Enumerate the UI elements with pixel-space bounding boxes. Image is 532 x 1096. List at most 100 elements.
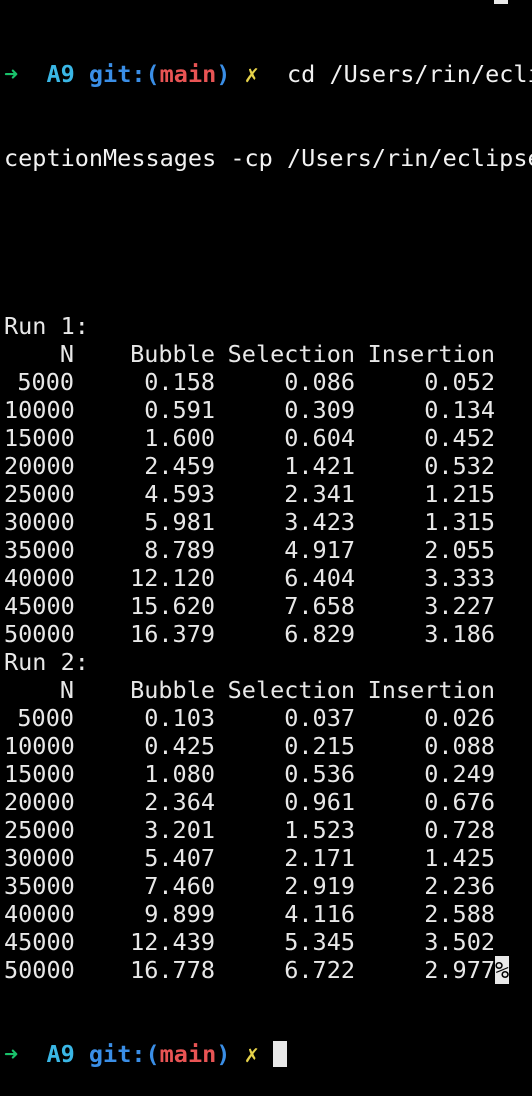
prompt-arrow-icon: ➜ bbox=[4, 60, 19, 88]
git-suffix: ) bbox=[216, 60, 231, 88]
table-row: 45000 15.620 7.658 3.227 bbox=[4, 592, 532, 620]
git-prefix: git:( bbox=[88, 60, 160, 88]
table-cell: 0.604 bbox=[284, 424, 355, 452]
prompt-line-2: ➜ A9 git:(main) ✗ bbox=[4, 1040, 532, 1068]
table-cell: 16.379 bbox=[130, 620, 215, 648]
command-text: cd /Users/rin/ecli bbox=[287, 60, 532, 88]
column-header: N bbox=[59, 676, 74, 704]
table-row: 30000 5.981 3.423 1.315 bbox=[4, 508, 532, 536]
table-cell: 1.600 bbox=[144, 424, 215, 452]
end-of-line-marker: % bbox=[495, 956, 510, 984]
terminal-output[interactable]: ➜ A9 git:(main) ✗ cd /Users/rin/ecli cep… bbox=[4, 4, 532, 1096]
table-row: 15000 1.080 0.536 0.249 bbox=[4, 760, 532, 788]
git-prefix: git:( bbox=[88, 1040, 160, 1068]
column-header: Selection bbox=[227, 340, 355, 368]
table-cell: 10000 bbox=[4, 732, 75, 760]
prompt-line-1: ➜ A9 git:(main) ✗ cd /Users/rin/ecli bbox=[4, 60, 532, 88]
table-cell: 7.658 bbox=[284, 592, 355, 620]
column-header: Bubble bbox=[130, 340, 215, 368]
table-row: 40000 12.120 6.404 3.333 bbox=[4, 564, 532, 592]
git-branch: main bbox=[159, 1040, 217, 1068]
table-cell: 1.215 bbox=[424, 480, 495, 508]
table-cell: 2.341 bbox=[284, 480, 355, 508]
table-row: 5000 0.103 0.037 0.026 bbox=[4, 704, 532, 732]
table-row: 25000 4.593 2.341 1.215 bbox=[4, 480, 532, 508]
table-cell: 2.919 bbox=[284, 872, 355, 900]
table-cell: 0.676 bbox=[424, 788, 495, 816]
table-cell: 40000 bbox=[4, 900, 75, 928]
table-cell: 4.593 bbox=[144, 480, 215, 508]
table-cell: 50000 bbox=[4, 620, 75, 648]
table-cell: 9.899 bbox=[144, 900, 215, 928]
table-cell: 30000 bbox=[4, 508, 75, 536]
table-cell: 1.421 bbox=[284, 452, 355, 480]
benchmark-output: Run 1: N Bubble Selection Insertion 5000 0.158… bbox=[4, 312, 532, 984]
table-cell: 35000 bbox=[4, 536, 75, 564]
table-cell: 0.536 bbox=[284, 760, 355, 788]
table-cell: 20000 bbox=[4, 452, 75, 480]
table-cell: 2.055 bbox=[424, 536, 495, 564]
text-cursor[interactable] bbox=[272, 1041, 287, 1067]
table-cell: 6.722 bbox=[284, 956, 355, 984]
git-dirty-icon: ✗ bbox=[244, 1040, 259, 1068]
column-header: Insertion bbox=[367, 340, 495, 368]
table-cell: 15.620 bbox=[130, 592, 215, 620]
table-cell: 3.201 bbox=[144, 816, 215, 844]
table-header: N Bubble Selection Insertion bbox=[4, 340, 532, 368]
table-cell: 15000 bbox=[4, 424, 75, 452]
table-cell: 0.037 bbox=[284, 704, 355, 732]
table-cell: 10000 bbox=[4, 396, 75, 424]
table-cell: 3.186 bbox=[424, 620, 495, 648]
table-cell: 25000 bbox=[4, 480, 75, 508]
table-row: 15000 1.600 0.604 0.452 bbox=[4, 424, 532, 452]
table-cell: 6.829 bbox=[284, 620, 355, 648]
table-cell: 2.364 bbox=[144, 788, 215, 816]
table-cell: 2.588 bbox=[424, 900, 495, 928]
table-cell: 5.407 bbox=[144, 844, 215, 872]
table-cell: 3.502 bbox=[424, 928, 495, 956]
table-cell: 5000 bbox=[17, 704, 74, 732]
git-dirty-icon: ✗ bbox=[244, 60, 259, 88]
table-cell: 6.404 bbox=[284, 564, 355, 592]
table-cell: 2.459 bbox=[144, 452, 215, 480]
table-cell: 0.591 bbox=[144, 396, 215, 424]
table-cell: 0.249 bbox=[424, 760, 495, 788]
table-cell: 25000 bbox=[4, 816, 75, 844]
git-branch: main bbox=[159, 60, 217, 88]
prompt-arrow-icon: ➜ bbox=[4, 1040, 19, 1068]
table-cell: 50000 bbox=[4, 956, 75, 984]
table-cell: 0.215 bbox=[284, 732, 355, 760]
table-cell: 0.728 bbox=[424, 816, 495, 844]
table-cell: 0.103 bbox=[144, 704, 215, 732]
table-cell: 5.981 bbox=[144, 508, 215, 536]
column-header: Insertion bbox=[367, 676, 495, 704]
table-cell: 2.236 bbox=[424, 872, 495, 900]
table-row: 35000 7.460 2.919 2.236 bbox=[4, 872, 532, 900]
table-cell: 5.345 bbox=[284, 928, 355, 956]
command-continuation: ceptionMessages -cp /Users/rin/eclipse bbox=[4, 144, 532, 172]
table-row: 50000 16.379 6.829 3.186 bbox=[4, 620, 532, 648]
table-row: 35000 8.789 4.917 2.055 bbox=[4, 536, 532, 564]
table-cell: 0.158 bbox=[144, 368, 215, 396]
table-cell: 45000 bbox=[4, 592, 75, 620]
command-text-wrapped: ceptionMessages -cp /Users/rin/eclipse bbox=[4, 144, 532, 172]
table-cell: 3.423 bbox=[284, 508, 355, 536]
table-row: 30000 5.407 2.171 1.425 bbox=[4, 844, 532, 872]
table-row: 45000 12.439 5.345 3.502 bbox=[4, 928, 532, 956]
table-cell: 7.460 bbox=[144, 872, 215, 900]
table-header: N Bubble Selection Insertion bbox=[4, 676, 532, 704]
table-cell: 1.425 bbox=[424, 844, 495, 872]
run-label: Run 2: bbox=[4, 648, 89, 676]
table-cell: 3.227 bbox=[424, 592, 495, 620]
git-suffix: ) bbox=[216, 1040, 231, 1068]
table-cell: 0.052 bbox=[424, 368, 495, 396]
table-row: 20000 2.459 1.421 0.532 bbox=[4, 452, 532, 480]
prompt-directory: A9 bbox=[46, 1040, 75, 1068]
table-cell: 0.134 bbox=[424, 396, 495, 424]
table-cell: 8.789 bbox=[144, 536, 215, 564]
table-cell: 1.523 bbox=[284, 816, 355, 844]
table-cell: 12.120 bbox=[130, 564, 215, 592]
table-cell: 4.917 bbox=[284, 536, 355, 564]
table-cell: 0.532 bbox=[424, 452, 495, 480]
table-cell: 0.309 bbox=[284, 396, 355, 424]
